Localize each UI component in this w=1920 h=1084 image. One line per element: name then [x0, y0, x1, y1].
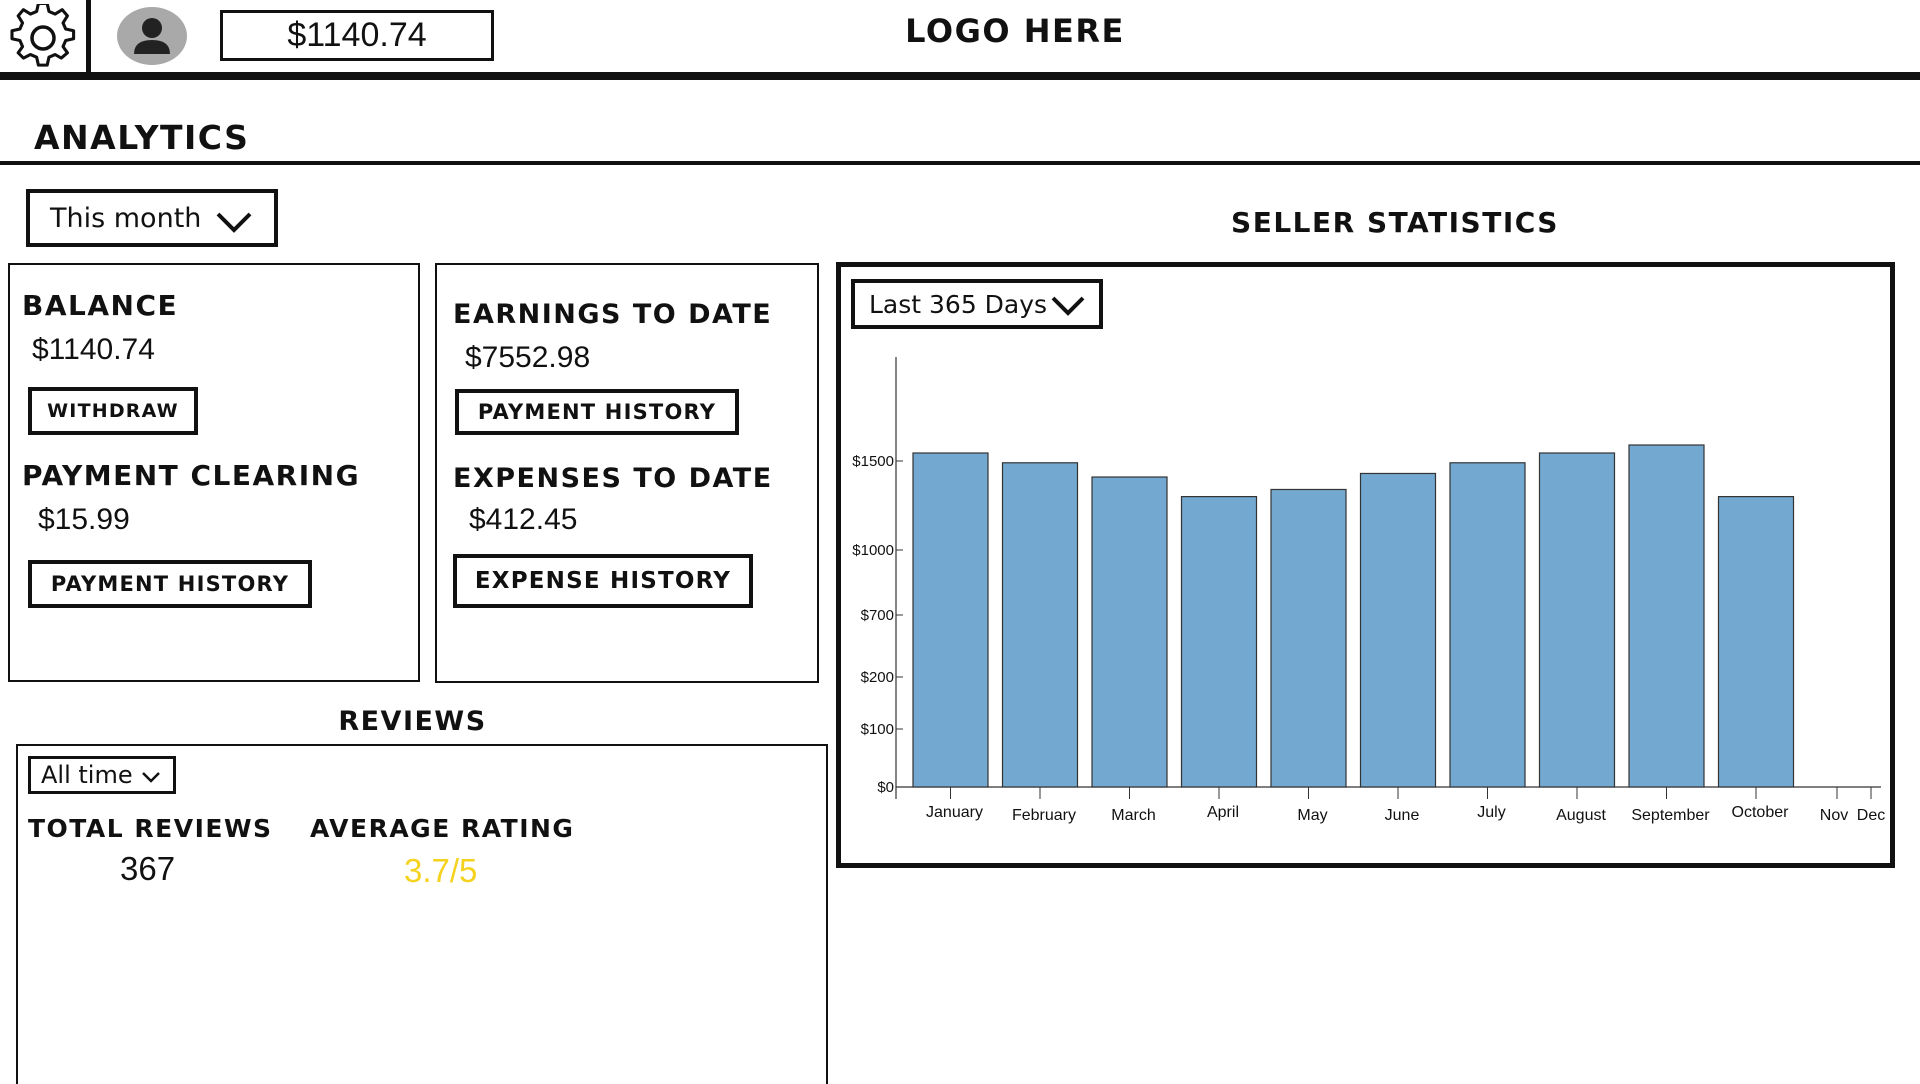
- period-dropdown[interactable]: This month: [26, 189, 278, 247]
- header-bar: $1140.74 LOGO HERE: [0, 0, 1920, 80]
- page-title: ANALYTICS: [34, 118, 250, 157]
- total-reviews-value: 367: [120, 850, 176, 887]
- x-tick-label: April: [1207, 804, 1239, 821]
- gear-icon: [10, 1, 76, 67]
- balance-label: BALANCE: [22, 289, 179, 322]
- header-divider: [86, 0, 91, 72]
- reviews-panel: All time TOTAL REVIEWS 367 AVERAGE RATIN…: [16, 744, 828, 1084]
- seller-statistics-title: SELLER STATISTICS: [1231, 206, 1559, 239]
- header-rule: [0, 72, 1920, 80]
- x-tick-label: March: [1111, 807, 1155, 824]
- bar-february: [1001, 462, 1079, 788]
- earnings-card: EARNINGS TO DATE $7552.98 PAYMENT HISTOR…: [435, 263, 819, 683]
- expenses-to-date-label: EXPENSES TO DATE: [453, 463, 773, 494]
- range-dropdown[interactable]: Last 365 Days: [851, 279, 1103, 329]
- x-tick-label: June: [1385, 807, 1420, 824]
- settings-button[interactable]: [8, 1, 78, 70]
- y-tick-label: $1000: [852, 542, 894, 559]
- chevron-down-icon: [216, 212, 252, 233]
- expense-history-button[interactable]: EXPENSE HISTORY: [453, 554, 753, 608]
- x-tick-label: August: [1556, 807, 1606, 824]
- reviews-period-dropdown[interactable]: All time: [28, 756, 176, 794]
- reviews-period-value: All time: [41, 761, 133, 789]
- payment-history-button[interactable]: PAYMENT HISTORY: [28, 560, 312, 608]
- x-tick-label: January: [926, 804, 983, 821]
- x-tick-label: May: [1297, 807, 1327, 824]
- bar-march: [1091, 476, 1168, 788]
- header-balance-value: $1140.74: [287, 16, 427, 54]
- expenses-to-date-value: $412.45: [469, 503, 578, 536]
- x-tick-label: October: [1732, 804, 1790, 821]
- bar-april: [1180, 496, 1258, 788]
- bar-july: [1449, 462, 1526, 788]
- total-reviews-label: TOTAL REVIEWS: [28, 814, 273, 843]
- reviews-title: REVIEWS: [338, 706, 487, 737]
- avatar-icon: [117, 7, 187, 65]
- balance-card: BALANCE $1140.74 WITHDRAW PAYMENT CLEARI…: [8, 263, 420, 682]
- y-tick-label: $0: [877, 779, 894, 796]
- seller-statistics-panel: Last 365 Days $0 $100 $200 $700 $1000 $1500 Ja…: [836, 262, 1895, 868]
- header-balance-display: $1140.74: [220, 10, 494, 61]
- range-dropdown-value: Last 365 Days: [869, 289, 1048, 319]
- bar-august: [1538, 452, 1616, 788]
- title-rule: [0, 161, 1920, 165]
- chevron-down-icon: [142, 772, 160, 783]
- y-tick-label: $700: [861, 607, 894, 624]
- withdraw-button[interactable]: WITHDRAW: [28, 387, 198, 435]
- period-dropdown-value: This month: [50, 202, 202, 234]
- earnings-payment-history-button[interactable]: PAYMENT HISTORY: [455, 389, 739, 435]
- payment-clearing-label: PAYMENT CLEARING: [22, 459, 361, 492]
- profile-avatar-button[interactable]: [116, 6, 188, 66]
- average-rating-label: AVERAGE RATING: [310, 814, 575, 843]
- y-tick-label: $1500: [852, 453, 894, 470]
- x-tick-label: Nov: [1820, 807, 1848, 824]
- average-rating-value: 3.7/5: [404, 852, 478, 889]
- balance-value: $1140.74: [32, 333, 155, 366]
- y-tick-label: $100: [861, 721, 894, 738]
- payment-clearing-value: $15.99: [38, 503, 130, 536]
- bar-september: [1628, 444, 1705, 788]
- x-tick-label: February: [1012, 807, 1076, 824]
- earnings-to-date-value: $7552.98: [465, 341, 591, 374]
- x-tick-label: July: [1477, 804, 1505, 821]
- bar-may: [1270, 488, 1347, 788]
- logo-text: LOGO HERE: [905, 12, 1125, 50]
- earnings-to-date-label: EARNINGS TO DATE: [453, 299, 773, 330]
- y-tick-label: $200: [861, 669, 894, 686]
- bar-january: [912, 452, 989, 788]
- x-tick-label: September: [1631, 807, 1710, 824]
- bar-october: [1717, 496, 1795, 788]
- bar-june: [1359, 472, 1437, 788]
- x-tick-label: Dec: [1857, 807, 1885, 824]
- seller-statistics-chart: $0 $100 $200 $700 $1000 $1500 January February M…: [852, 357, 1885, 824]
- chevron-down-icon: [1051, 296, 1085, 316]
